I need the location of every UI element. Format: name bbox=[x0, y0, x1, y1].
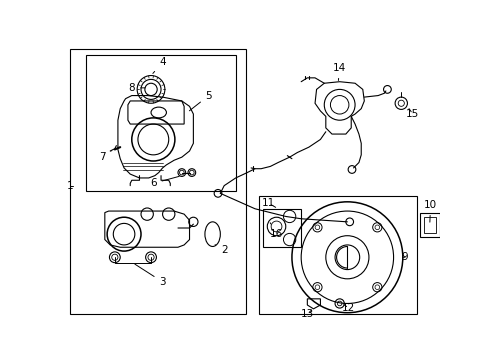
Bar bbox=[423, 217, 436, 233]
Text: 7: 7 bbox=[99, 151, 111, 162]
Text: 4: 4 bbox=[153, 58, 166, 73]
Text: 13: 13 bbox=[301, 309, 314, 319]
Text: 11: 11 bbox=[262, 198, 276, 208]
Text: 3: 3 bbox=[135, 264, 166, 287]
Text: 10: 10 bbox=[424, 200, 437, 222]
Text: 14: 14 bbox=[333, 63, 346, 81]
Text: 12: 12 bbox=[343, 303, 356, 313]
Bar bbox=[86, 55, 236, 191]
Text: 8: 8 bbox=[128, 83, 145, 93]
Bar bbox=[70, 49, 246, 314]
Text: 5: 5 bbox=[190, 91, 212, 111]
Text: 6: 6 bbox=[150, 176, 179, 188]
Text: 2: 2 bbox=[215, 244, 227, 255]
Bar bbox=[259, 195, 416, 314]
Bar bbox=[420, 213, 440, 237]
Bar bbox=[263, 209, 301, 247]
Text: 15: 15 bbox=[406, 109, 419, 119]
Text: 1: 1 bbox=[66, 181, 73, 191]
Text: 16: 16 bbox=[270, 223, 283, 239]
Text: 9: 9 bbox=[402, 252, 409, 262]
